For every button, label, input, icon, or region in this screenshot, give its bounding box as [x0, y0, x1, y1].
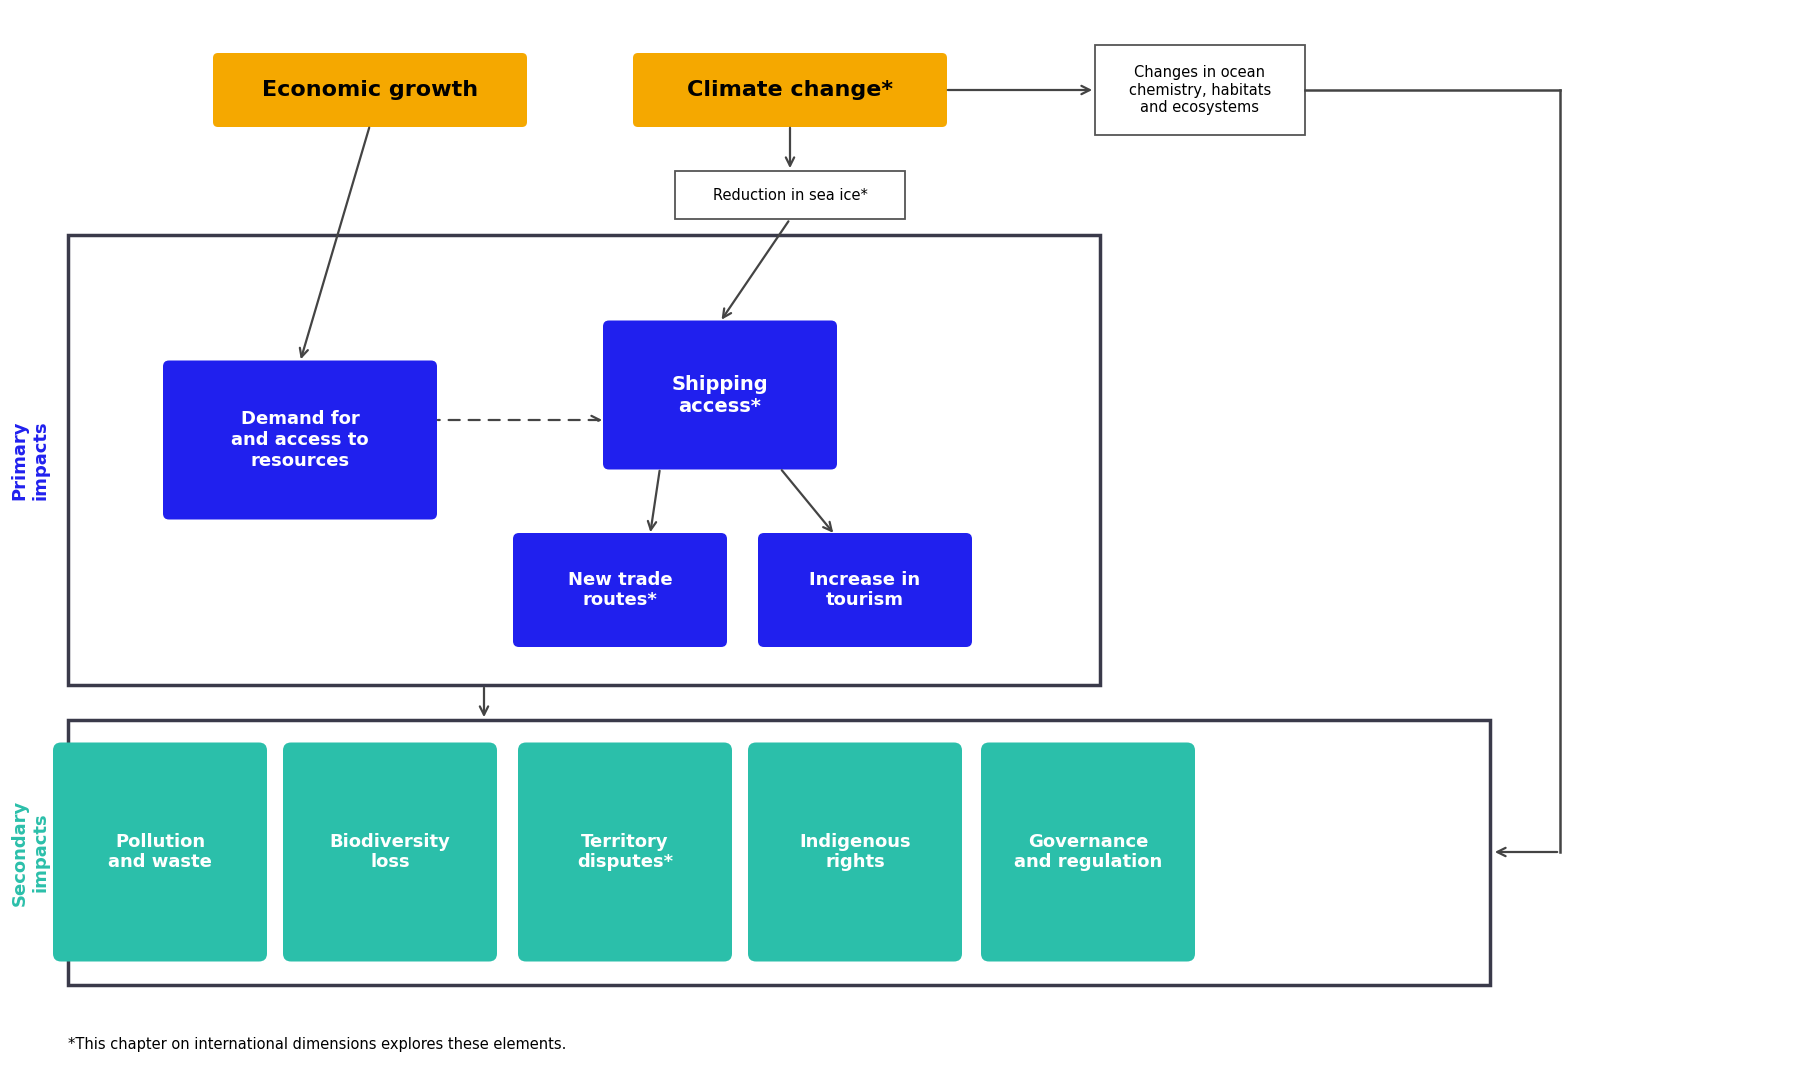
Bar: [68, 235, 1100, 685]
Text: Biodiversity
loss: Biodiversity loss: [329, 833, 450, 871]
Text: New trade
routes*: New trade routes*: [567, 571, 673, 609]
Text: Demand for
and access to
resources: Demand for and access to resources: [230, 410, 369, 470]
Text: Increase in
tourism: Increase in tourism: [810, 571, 920, 609]
Bar: [68, 720, 1490, 985]
Text: Primary
impacts: Primary impacts: [11, 421, 49, 500]
Bar: [1094, 45, 1305, 135]
Text: Reduction in sea ice*: Reduction in sea ice*: [713, 188, 868, 203]
Text: Economic growth: Economic growth: [263, 80, 479, 100]
FancyBboxPatch shape: [981, 743, 1195, 961]
Text: Secondary
impacts: Secondary impacts: [11, 799, 49, 906]
FancyBboxPatch shape: [758, 533, 972, 647]
Text: Shipping
access*: Shipping access*: [671, 374, 769, 415]
Text: Changes in ocean
chemistry, habitats
and ecosystems: Changes in ocean chemistry, habitats and…: [1129, 65, 1271, 115]
FancyBboxPatch shape: [164, 361, 437, 519]
Text: Climate change*: Climate change*: [688, 80, 893, 100]
Text: Governance
and regulation: Governance and regulation: [1013, 833, 1163, 871]
Text: *This chapter on international dimensions explores these elements.: *This chapter on international dimension…: [68, 1038, 567, 1053]
Text: Territory
disputes*: Territory disputes*: [578, 833, 673, 871]
FancyBboxPatch shape: [52, 743, 266, 961]
FancyBboxPatch shape: [513, 533, 727, 647]
FancyBboxPatch shape: [603, 321, 837, 470]
Text: Pollution
and waste: Pollution and waste: [108, 833, 212, 871]
FancyBboxPatch shape: [283, 743, 497, 961]
FancyBboxPatch shape: [749, 743, 961, 961]
Bar: [675, 171, 905, 219]
Text: Indigenous
rights: Indigenous rights: [799, 833, 911, 871]
FancyBboxPatch shape: [634, 53, 947, 127]
FancyBboxPatch shape: [212, 53, 527, 127]
FancyBboxPatch shape: [518, 743, 733, 961]
